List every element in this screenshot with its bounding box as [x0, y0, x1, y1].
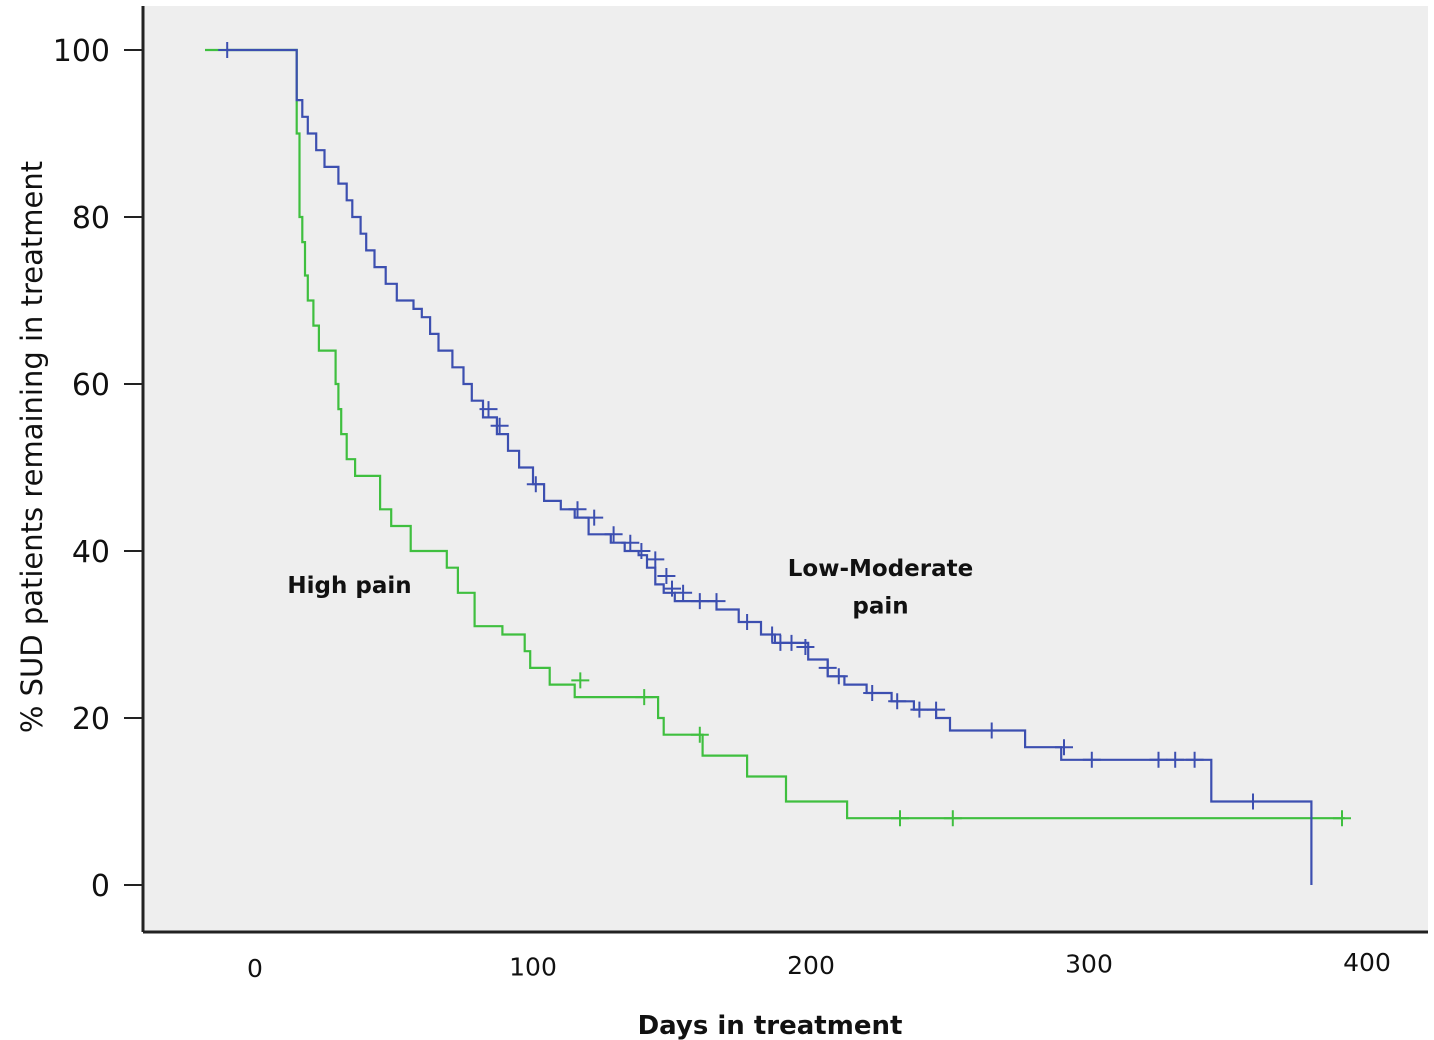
- series-annotation: Low-Moderate: [788, 556, 973, 582]
- censor-mark: [910, 701, 929, 718]
- series-layer: [205, 42, 1351, 885]
- censor-mark: [604, 526, 623, 543]
- censor-mark: [571, 672, 590, 689]
- x-tick-label: 100: [509, 953, 557, 982]
- y-tick-label: 60: [72, 368, 110, 403]
- censor-mark: [526, 476, 545, 493]
- censor-mark: [763, 626, 782, 643]
- series-annotation: pain: [852, 594, 908, 620]
- censor-mark: [490, 417, 509, 434]
- censor-mark: [218, 42, 237, 58]
- censor-mark: [863, 685, 882, 701]
- censor-mark: [690, 726, 709, 743]
- censor-mark: [635, 689, 654, 706]
- y-axis-title: % SUD patients remaining in treatment: [15, 161, 49, 733]
- y-ticks: 0 20 40 60 80 100: [53, 34, 143, 904]
- x-tick-label: 0: [247, 954, 263, 983]
- series-annotation: High pain: [287, 573, 411, 599]
- censor-mark: [657, 568, 676, 584]
- y-tick-label: 80: [72, 201, 110, 236]
- censor-mark: [568, 501, 587, 518]
- censor-mark: [674, 584, 693, 601]
- censor-mark: [1166, 751, 1185, 768]
- x-ticks: 0 100 200 300 400: [247, 948, 1391, 983]
- censor-mark: [1149, 751, 1168, 768]
- censor-mark: [585, 509, 604, 526]
- low-moderate-pain-series: [218, 42, 1313, 885]
- censor-mark: [646, 551, 665, 568]
- censor-mark: [1333, 810, 1351, 827]
- high-pain-curve: [205, 48, 1345, 820]
- y-tick-label: 100: [53, 34, 110, 69]
- censor-mark: [891, 810, 909, 827]
- censor-mark: [632, 543, 651, 559]
- y-tick-label: 0: [91, 869, 110, 904]
- censor-mark: [927, 701, 946, 718]
- censor-mark: [663, 580, 681, 597]
- censor-mark: [782, 634, 801, 651]
- x-tick-label: 300: [1065, 950, 1113, 979]
- censor-mark: [738, 614, 757, 630]
- x-axis-title: Days in treatment: [638, 1011, 903, 1040]
- censor-mark: [888, 693, 907, 710]
- annotations: High pain Low-Moderate pain: [287, 556, 973, 620]
- y-tick-label: 20: [72, 702, 110, 737]
- axes: [141, 6, 1428, 934]
- y-tick-label: 40: [72, 535, 110, 570]
- censor-mark: [1244, 793, 1262, 810]
- censor-mark: [1082, 751, 1101, 768]
- censor-mark: [1055, 739, 1073, 756]
- censor-mark: [796, 639, 815, 655]
- x-tick-label: 200: [787, 951, 835, 980]
- censor-mark: [690, 593, 709, 610]
- censor-mark: [479, 401, 498, 418]
- censor-mark: [707, 593, 726, 610]
- censor-mark: [818, 659, 837, 676]
- censor-mark: [621, 534, 640, 551]
- censor-mark: [943, 810, 962, 827]
- censor-mark: [982, 722, 1001, 739]
- censor-mark: [1185, 751, 1204, 768]
- x-tick-label: 400: [1343, 948, 1391, 977]
- censor-mark: [829, 668, 848, 685]
- high-pain-series: [205, 48, 1351, 827]
